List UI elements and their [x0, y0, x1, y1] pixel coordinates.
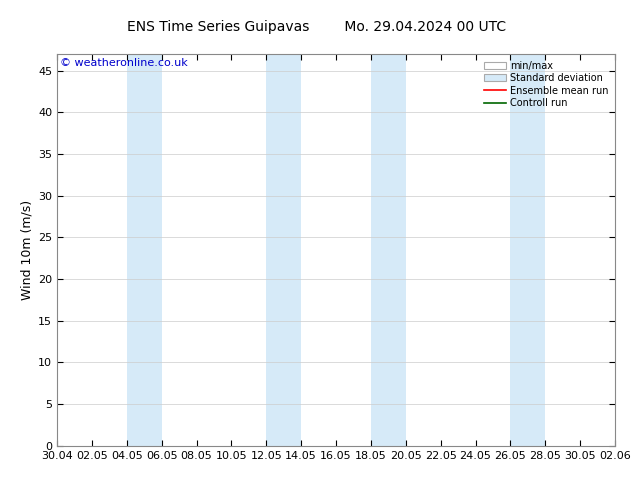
Legend: min/max, Standard deviation, Ensemble mean run, Controll run: min/max, Standard deviation, Ensemble me… — [482, 59, 610, 110]
Bar — [266, 54, 301, 446]
Bar — [371, 54, 406, 446]
Bar — [510, 54, 545, 446]
Y-axis label: Wind 10m (m/s): Wind 10m (m/s) — [21, 200, 34, 300]
Bar — [615, 54, 632, 446]
Text: © weatheronline.co.uk: © weatheronline.co.uk — [60, 58, 188, 68]
Bar — [127, 54, 162, 446]
Text: ENS Time Series Guipavas        Mo. 29.04.2024 00 UTC: ENS Time Series Guipavas Mo. 29.04.2024 … — [127, 20, 507, 34]
